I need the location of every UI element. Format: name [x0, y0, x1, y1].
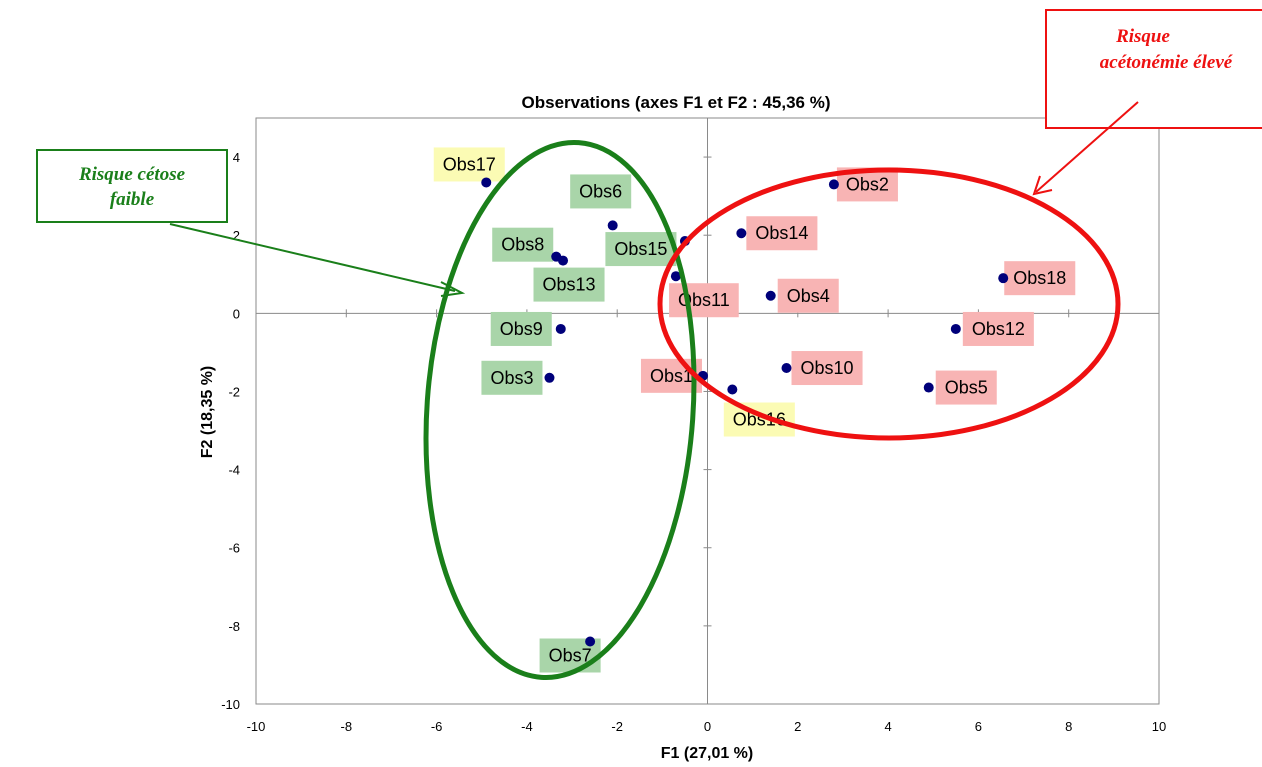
point-label: Obs4	[787, 286, 830, 306]
data-point	[555, 323, 566, 334]
high-risk-callout-line1: Risque	[1115, 26, 1170, 47]
point-label-bg	[935, 370, 997, 405]
low-risk-callout-line1: Risque cétose	[78, 164, 186, 185]
point-label-bg	[492, 227, 554, 262]
high-risk-callout: Risque acétonémie élevé	[1032, 9, 1262, 196]
x-tick-label: -8	[341, 719, 353, 734]
point-label-bg	[777, 278, 839, 313]
x-tick-label: 6	[975, 719, 982, 734]
y-tick-label: -6	[228, 541, 240, 556]
y-tick-label: 0	[233, 306, 240, 321]
x-tick-label: -10	[247, 719, 266, 734]
point-label: Obs7	[549, 645, 592, 665]
point-label: Obs15	[614, 239, 667, 259]
point-label: Obs11	[678, 290, 730, 310]
data-point	[736, 228, 747, 239]
data-point	[607, 220, 618, 231]
x-tick-label: -2	[611, 719, 623, 734]
point-label: Obs18	[1013, 268, 1066, 288]
point-label: Obs3	[490, 368, 533, 388]
point-label: Obs5	[945, 378, 988, 398]
low-risk-arrow	[169, 223, 456, 292]
low-risk-arrow-head	[440, 281, 466, 297]
x-tick-label: 0	[704, 719, 711, 734]
y-tick-label: -4	[228, 463, 240, 478]
point-label-bg	[533, 267, 605, 302]
data-point	[998, 273, 1009, 284]
data-point	[585, 636, 596, 647]
data-point	[781, 363, 792, 374]
data-point	[481, 177, 492, 188]
point-label: Obs14	[755, 223, 808, 243]
point-label: Obs13	[542, 275, 595, 295]
point-label: Obs17	[443, 154, 496, 174]
y-tick-label: -2	[228, 384, 240, 399]
point-label-bg	[669, 283, 739, 318]
point-label-bg	[791, 351, 863, 386]
point-label-bg	[723, 402, 795, 437]
low-risk-callout-line2: faible	[110, 189, 155, 210]
high-risk-ellipse	[657, 167, 1121, 441]
point-label: Obs16	[733, 410, 786, 430]
x-tick-label: -4	[521, 719, 533, 734]
data-point	[828, 179, 839, 190]
low-risk-ellipse	[423, 139, 697, 681]
point-label: Obs1	[650, 366, 693, 386]
y-axis-title: F2 (18,35 %)	[199, 366, 216, 458]
high-risk-callout-line2: acétonémie élevé	[1100, 52, 1233, 73]
x-tick-label: 8	[1065, 719, 1072, 734]
low-risk-callout-box	[36, 149, 228, 223]
high-risk-callout-box	[1045, 9, 1262, 129]
y-tick-label: -10	[221, 697, 240, 712]
point-label-bg	[1004, 261, 1076, 296]
point-label: Obs6	[579, 181, 622, 201]
data-point	[670, 271, 681, 282]
point-label-bg	[605, 232, 677, 267]
data-point	[544, 372, 555, 383]
data-point	[727, 384, 738, 395]
point-label: Obs2	[846, 174, 889, 194]
low-risk-callout: Risque cétose faible	[36, 149, 466, 297]
high-risk-arrow-head	[1032, 175, 1053, 196]
point-label: Obs12	[972, 319, 1025, 339]
point-label: Obs10	[801, 358, 854, 378]
y-tick-label: -8	[228, 619, 240, 634]
point-label-bg	[490, 311, 552, 346]
data-point	[950, 323, 961, 334]
point-label-bg	[570, 174, 632, 209]
x-tick-label: -6	[431, 719, 443, 734]
point-label: Obs8	[501, 235, 544, 255]
x-tick-label: 2	[794, 719, 801, 734]
point-label-bg	[481, 360, 543, 395]
high-risk-arrow	[1035, 101, 1139, 193]
point-label-bg	[746, 216, 818, 251]
y-tick-label: 2	[233, 228, 240, 243]
x-axis-title: F1 (27,01 %)	[661, 745, 753, 762]
x-tick-label: 4	[884, 719, 891, 734]
chart-title: Observations (axes F1 et F2 : 45,36 %)	[522, 93, 831, 112]
data-point	[558, 255, 569, 266]
point-label-bg	[962, 311, 1034, 346]
point-label: Obs9	[500, 319, 543, 339]
data-point	[765, 290, 776, 301]
data-point	[923, 382, 934, 393]
point-labels: Obs1 Obs2 Obs3 Obs4 Obs5 Obs6 Obs7 Obs8 Obs9 Obs1…	[433, 147, 1076, 673]
x-tick-label: 10	[1152, 719, 1166, 734]
y-tick-label: 4	[233, 150, 240, 165]
point-label-bg	[433, 147, 505, 182]
